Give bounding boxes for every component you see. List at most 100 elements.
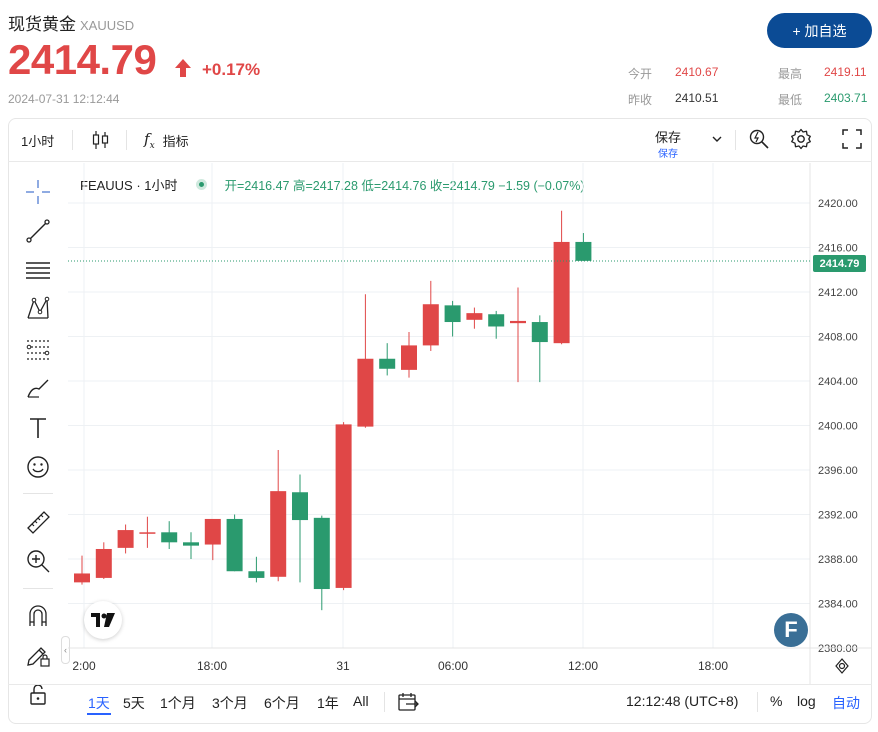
- high-label: 最高: [778, 67, 803, 81]
- open-label: 今开: [628, 67, 653, 81]
- tradingview-logo[interactable]: [84, 601, 122, 639]
- crosshair-icon: [26, 180, 50, 204]
- smiley-icon: [27, 456, 49, 478]
- up-arrow-icon: [175, 59, 191, 77]
- quick-search-icon[interactable]: [748, 128, 770, 150]
- fib-tool[interactable]: [23, 334, 53, 364]
- prev-close-value: 2410.51: [675, 91, 719, 105]
- x-tick-label: 18:00: [698, 659, 728, 673]
- toolbar-divider: [126, 130, 127, 150]
- range-6m[interactable]: 6个月: [264, 695, 300, 711]
- pattern-tool[interactable]: [23, 294, 53, 324]
- candle-body: [531, 322, 548, 343]
- toolbar-divider: [72, 130, 73, 150]
- settings-gear-icon[interactable]: [790, 128, 812, 150]
- toolbar-divider: [735, 130, 736, 150]
- lock-all-tool[interactable]: [23, 679, 53, 709]
- clock-timezone[interactable]: 12:12:48 (UTC+8): [626, 693, 739, 709]
- range-1y[interactable]: 1年: [317, 695, 339, 711]
- toolbar-separator: [23, 588, 53, 589]
- goto-date-icon[interactable]: [397, 692, 419, 712]
- chart-legend: FEAUUS · 1小时 开=2416.47 高=2417.28 低=2414.…: [80, 175, 585, 194]
- function-icon: fx: [144, 130, 155, 151]
- candle-body: [401, 345, 417, 370]
- percent-scale-toggle[interactable]: %: [770, 693, 783, 709]
- pencil-lock-icon: [27, 647, 50, 667]
- candle-body: [226, 518, 243, 572]
- bottom-divider: [8, 684, 872, 685]
- indicators-label: 指标: [162, 134, 189, 149]
- brush-icon: [27, 379, 49, 398]
- save-label: 保存: [655, 130, 682, 145]
- candle-body: [575, 241, 592, 261]
- brush-tool[interactable]: [23, 373, 53, 403]
- price-change-percent: +0.17%: [202, 60, 261, 79]
- tradingview-logo-icon: [91, 613, 115, 627]
- magnet-tool[interactable]: [23, 601, 53, 631]
- candle-body: [270, 491, 287, 577]
- interval-selector[interactable]: 1小时: [21, 134, 55, 149]
- y-tick-label: 2400.00: [818, 421, 858, 433]
- legend-title: FEAUUS · 1小时: [80, 178, 178, 193]
- collapse-toolbar-button[interactable]: ‹: [61, 636, 70, 664]
- candle-body: [466, 313, 483, 320]
- candlestick-type-icon[interactable]: [92, 130, 110, 150]
- toolbar-divider: [384, 692, 385, 712]
- lock-drawing-tool[interactable]: [23, 640, 53, 670]
- candle-body: [488, 314, 505, 327]
- candle-body: [204, 518, 221, 545]
- candle-body: [335, 424, 352, 588]
- brand-f-logo-icon: F: [774, 613, 808, 647]
- last-price: 2414.79: [8, 36, 157, 83]
- zoom-in-icon: [27, 550, 50, 573]
- y-tick-label: 2388.00: [818, 554, 858, 566]
- candle-body: [183, 542, 199, 546]
- range-all[interactable]: All: [353, 693, 369, 709]
- x-tick-label: 31: [336, 659, 350, 673]
- x-tick-label: 12:00: [568, 659, 598, 673]
- auto-scale-toggle[interactable]: 自动: [832, 695, 860, 711]
- trend-line-tool[interactable]: [23, 216, 53, 246]
- text-tool[interactable]: [23, 413, 53, 443]
- zoom-in-tool[interactable]: [23, 546, 53, 576]
- candle-body: [95, 548, 112, 578]
- range-active-underline: [87, 713, 111, 715]
- candle-body: [74, 573, 90, 583]
- legend-ohlc: 开=2416.47 高=2417.28 低=2414.76 收=2414.79 …: [224, 179, 585, 193]
- x-tick-label: 18:00: [197, 659, 227, 673]
- scale-settings-icon[interactable]: [834, 658, 850, 674]
- candle-body: [139, 532, 156, 534]
- instrument-title: 现货黄金 XAUUSD: [8, 10, 134, 35]
- trend-line-icon: [26, 219, 50, 243]
- add-to-watchlist-button[interactable]: + 加自选: [767, 13, 872, 48]
- horizontal-lines-tool[interactable]: [23, 255, 53, 285]
- fullscreen-icon[interactable]: [842, 129, 862, 149]
- ruler-tool[interactable]: [23, 507, 53, 537]
- x-tick-label: 06:00: [438, 659, 468, 673]
- indicators-button[interactable]: fx 指标: [144, 130, 189, 151]
- open-value: 2410.67: [675, 65, 719, 79]
- magnet-icon: [29, 605, 47, 626]
- quote-timestamp: 2024-07-31 12:12:44: [8, 92, 120, 106]
- log-scale-toggle[interactable]: log: [797, 693, 816, 709]
- toolbar-divider: [757, 692, 758, 712]
- y-tick-label: 2412.00: [818, 287, 858, 299]
- y-tick-label: 2404.00: [818, 376, 858, 388]
- candle-body: [117, 530, 134, 548]
- y-tick-label: 2384.00: [818, 599, 858, 611]
- range-1m[interactable]: 1个月: [160, 695, 196, 711]
- y-tick-label: 2416.00: [818, 243, 858, 255]
- save-button[interactable]: 保存 保存: [655, 127, 681, 160]
- crosshair-tool[interactable]: [23, 177, 53, 207]
- y-tick-label: 2408.00: [818, 332, 858, 344]
- range-1d[interactable]: 1天: [88, 695, 110, 711]
- candle-body: [553, 241, 570, 344]
- chevron-down-icon[interactable]: [712, 135, 722, 143]
- pattern-icon: [27, 296, 50, 319]
- emoji-tool[interactable]: [23, 452, 53, 482]
- range-5d[interactable]: 5天: [123, 695, 145, 711]
- market-status-dot: [195, 179, 207, 190]
- range-3m[interactable]: 3个月: [212, 695, 248, 711]
